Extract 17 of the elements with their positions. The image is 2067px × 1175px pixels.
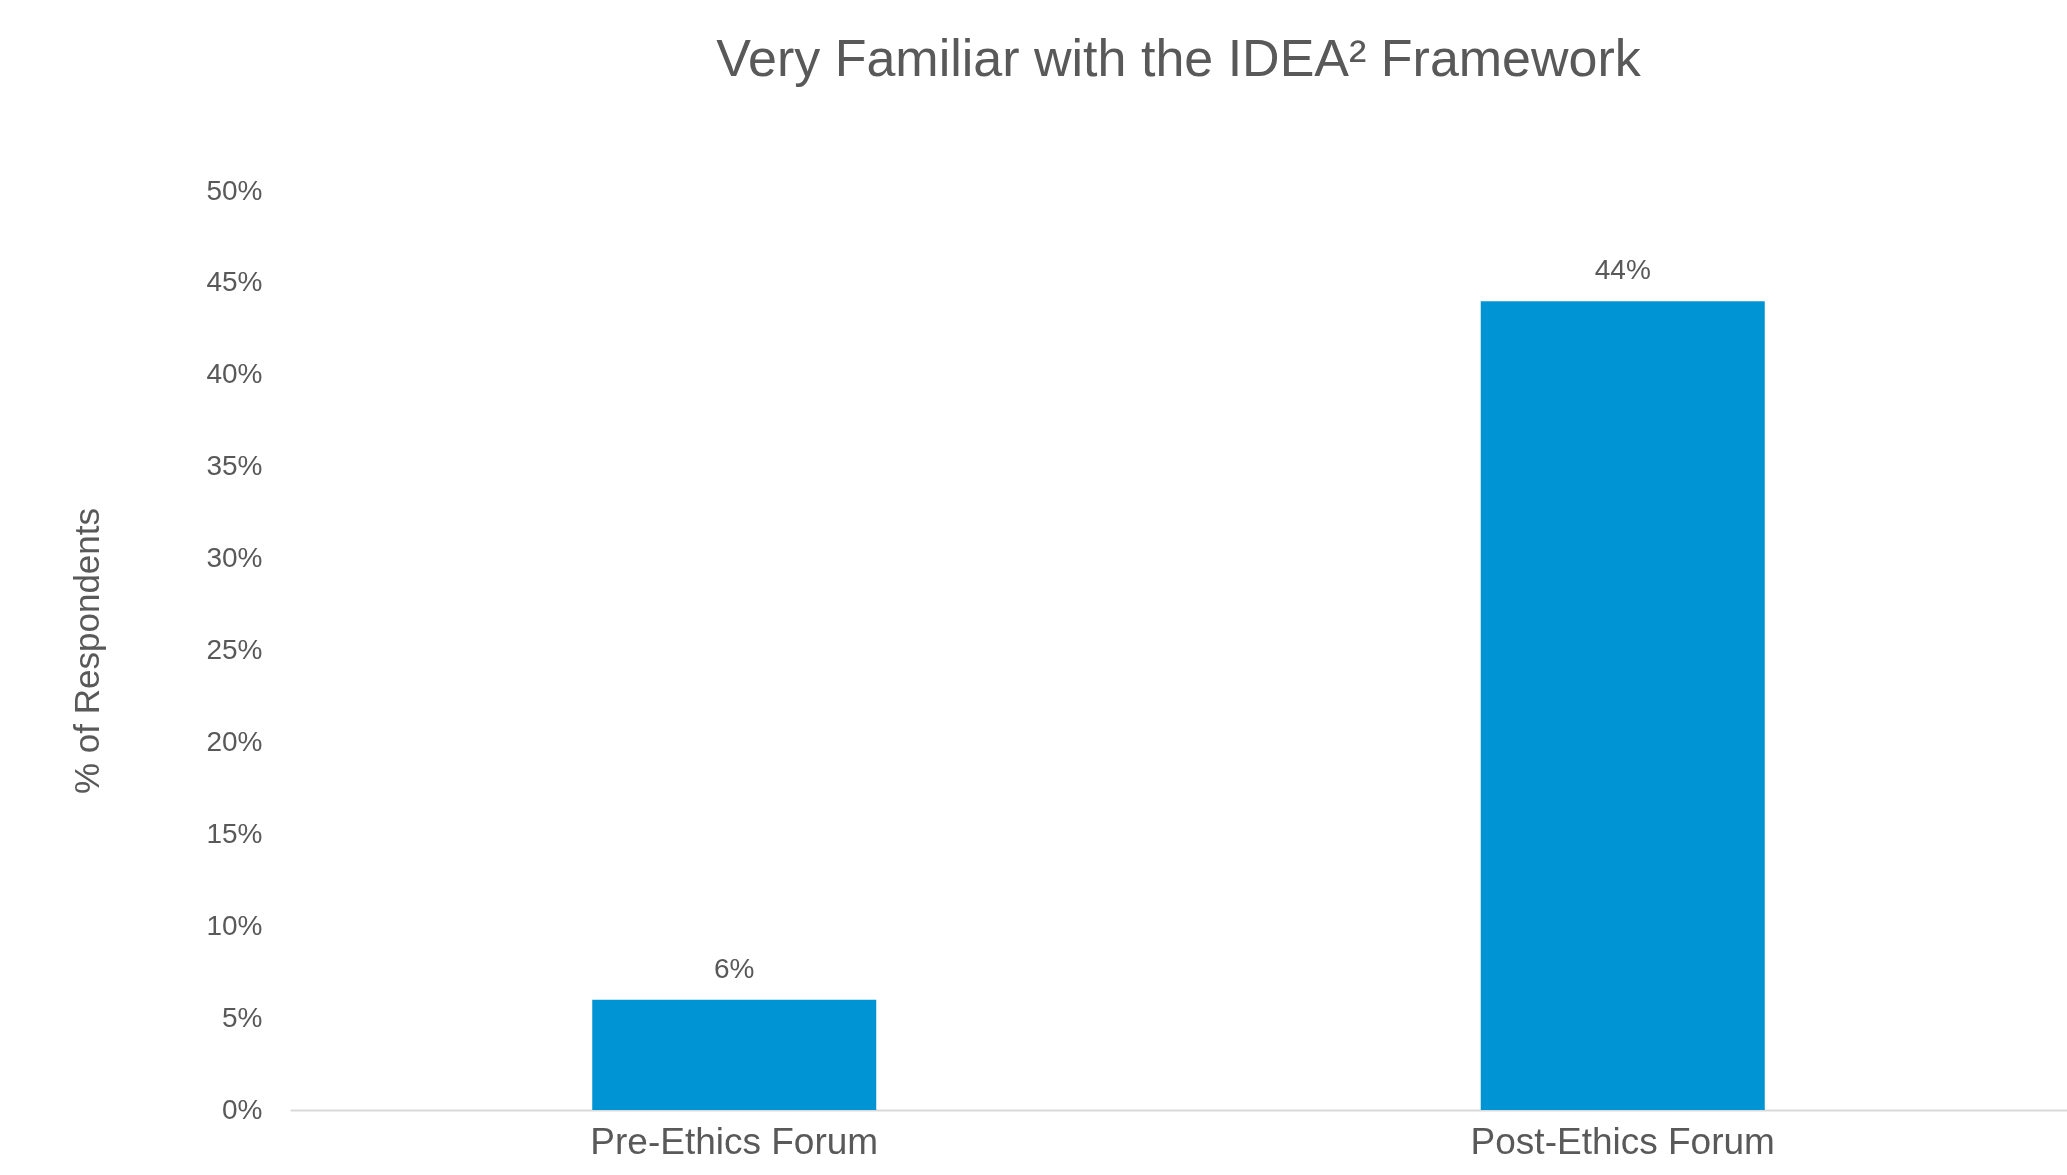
y-tick-label: 30% bbox=[206, 542, 263, 574]
y-tick-label: 50% bbox=[206, 174, 263, 206]
y-tick-label: 35% bbox=[206, 450, 263, 482]
x-tick-label: Pre-Ethics Forum bbox=[590, 1120, 879, 1162]
y-tick-label: 45% bbox=[206, 266, 263, 298]
y-tick-label: 10% bbox=[206, 909, 263, 941]
data-label: 6% bbox=[714, 952, 755, 984]
y-tick-label: 0% bbox=[222, 1093, 263, 1125]
x-tick-label: Post-Ethics Forum bbox=[1470, 1120, 1775, 1162]
data-label: 44% bbox=[1594, 254, 1651, 286]
y-tick-label: 40% bbox=[206, 358, 263, 390]
y-tick-label: 25% bbox=[206, 634, 263, 665]
chart-title: Very Familiar with the IDEA² Framework bbox=[716, 29, 1642, 87]
y-tick-label: 5% bbox=[222, 1001, 263, 1033]
y-tick-label: 15% bbox=[206, 817, 263, 849]
y-tick-label: 20% bbox=[206, 725, 263, 757]
y-axis-title: % of Respondents bbox=[67, 507, 107, 795]
